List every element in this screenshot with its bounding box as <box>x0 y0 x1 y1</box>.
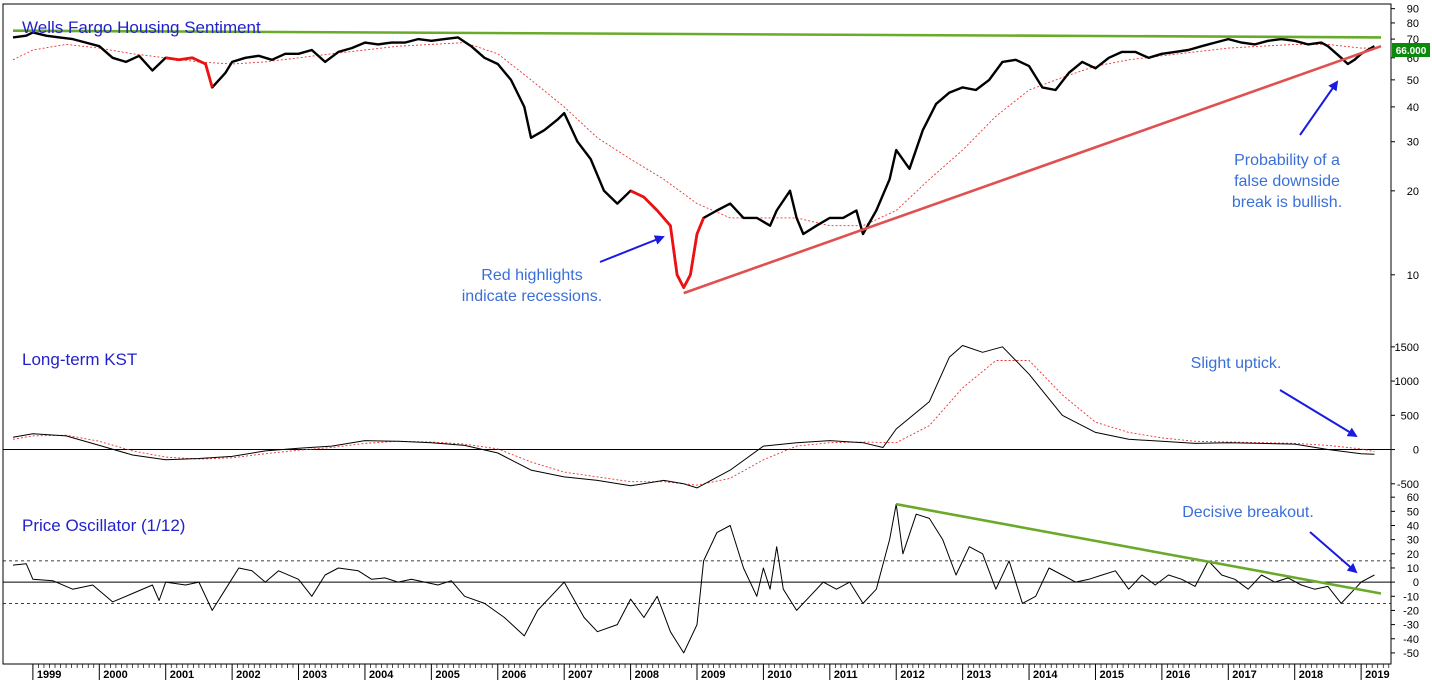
sentiment-ytick-label-0: 10 <box>1407 270 1419 282</box>
oscillator-resistance-line-0 <box>895 502 1382 595</box>
arrow-decisive-breakout <box>1309 531 1358 574</box>
year-label-2012: 2012 <box>900 669 924 681</box>
recession-highlight-1 <box>630 189 705 289</box>
oscillator-main-line <box>12 503 1375 654</box>
oscillator-ytick-label-9: 40 <box>1407 520 1419 532</box>
sentiment-ytick-label-7: 80 <box>1407 18 1419 30</box>
oscillator-ytick-label-7: 20 <box>1407 549 1419 561</box>
year-label-2019: 2019 <box>1365 669 1389 681</box>
x-axis: 1999 2000 2001 2002 2003 2004 2005 2006 2007 2008… <box>32 664 1390 681</box>
sentiment-ytick-label-2: 30 <box>1407 137 1419 149</box>
oscillator-ytick-label-11: 60 <box>1407 492 1419 504</box>
year-label-2007: 2007 <box>568 669 592 681</box>
year-label-2016: 2016 <box>1166 669 1190 681</box>
panel-kst: -500 0 500 1000 1500 <box>3 342 1419 491</box>
oscillator-ytick-label-6: 10 <box>1407 563 1419 575</box>
kst-main-line <box>12 345 1375 489</box>
kst-ytick-label-2: 500 <box>1401 410 1419 422</box>
year-label-2006: 2006 <box>502 669 526 681</box>
oscillator-ytick-label-10: 50 <box>1407 506 1419 518</box>
year-label-2010: 2010 <box>767 669 791 681</box>
year-label-2009: 2009 <box>701 669 725 681</box>
year-label-2004: 2004 <box>369 669 394 681</box>
annotation-false-break-line-1: Probability of a <box>1234 152 1340 169</box>
panel-oscillator: -50 -40 -30 -20 -10 0 10 20 30 40 50 60 <box>3 492 1419 660</box>
sentiment-support-trendline-0 <box>683 44 1382 295</box>
year-label-2001: 2001 <box>170 669 194 681</box>
year-label-2017: 2017 <box>1232 669 1256 681</box>
recession-highlight-0 <box>165 56 214 88</box>
year-label-2013: 2013 <box>967 669 991 681</box>
arrow-false-break <box>1299 80 1339 136</box>
last-value-label: 66.000 <box>1396 46 1427 57</box>
oscillator-ytick-label-2: -30 <box>1403 620 1419 632</box>
annotation-false-break-line-2: false downside <box>1234 173 1340 190</box>
sentiment-ytick-label-1: 20 <box>1407 186 1419 198</box>
annotation-slight-uptick: Slight uptick. <box>1191 355 1282 372</box>
annotation-recessions-line-2: indicate recessions. <box>462 288 603 305</box>
oscillator-ytick-label-1: -40 <box>1403 634 1419 646</box>
year-label-1999: 1999 <box>37 669 61 681</box>
panel-title-oscillator: Price Oscillator (1/12) <box>22 516 185 535</box>
year-label-2003: 2003 <box>303 669 327 681</box>
year-label-2005: 2005 <box>435 669 459 681</box>
kst-ytick-label-1: 0 <box>1413 445 1419 457</box>
sentiment-ytick-label-4: 50 <box>1407 75 1419 87</box>
last-value-badge <box>1392 43 1430 57</box>
oscillator-ytick-label-5: 0 <box>1413 577 1419 589</box>
annotation-false-break-line-3: break is bullish. <box>1232 194 1342 211</box>
year-label-2018: 2018 <box>1299 669 1323 681</box>
kst-ytick-label-0: -500 <box>1397 479 1419 491</box>
oscillator-ytick-label-3: -20 <box>1403 605 1419 617</box>
annotation-recessions-line-1: Red highlights <box>481 267 582 284</box>
panel-title-sentiment: Wells Fargo Housing Sentiment <box>22 18 261 37</box>
arrow-recessions <box>599 235 665 263</box>
sentiment-ytick-label-3: 40 <box>1407 102 1419 114</box>
sentiment-resistance-line-1 <box>12 29 1382 39</box>
sentiment-moving-average-line <box>12 42 1375 227</box>
year-label-2011: 2011 <box>834 669 858 681</box>
oscillator-ytick-label-4: -10 <box>1403 591 1419 603</box>
oscillator-ytick-label-8: 30 <box>1407 535 1419 547</box>
kst-ytick-label-4: 1500 <box>1395 342 1419 354</box>
year-label-2015: 2015 <box>1099 669 1123 681</box>
year-label-2008: 2008 <box>635 669 659 681</box>
oscillator-ytick-label-0: -50 <box>1403 648 1419 660</box>
year-label-2000: 2000 <box>103 669 127 681</box>
year-label-2002: 2002 <box>236 669 260 681</box>
year-label-2014: 2014 <box>1033 669 1058 681</box>
kst-ytick-label-3: 1000 <box>1395 376 1419 388</box>
kst-moving-average-line <box>12 360 1375 486</box>
arrow-slight-uptick <box>1279 389 1358 438</box>
panel-title-kst: Long-term KST <box>22 350 137 369</box>
sentiment-ytick-label-8: 90 <box>1407 4 1419 16</box>
annotation-decisive-breakout: Decisive breakout. <box>1182 504 1314 521</box>
